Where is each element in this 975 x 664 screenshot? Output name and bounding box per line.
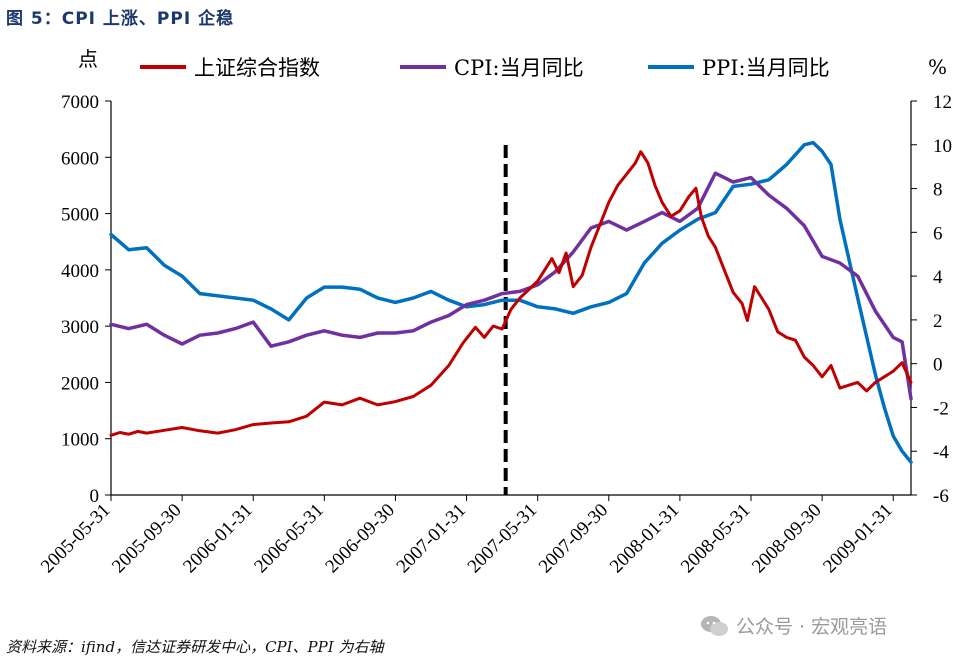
x-tick-label: 2008-05-31 [677, 500, 755, 578]
watermark-text: 公众号 · 宏观亮语 [736, 616, 888, 638]
watermark: 公众号 · 宏观亮语 [700, 612, 887, 639]
left-tick-label: 3000 [61, 317, 99, 338]
x-tick-label: 2007-05-31 [464, 500, 542, 578]
legend-ppi-label: PPI:当月同比 [702, 56, 830, 80]
right-tick-label: -2 [933, 398, 949, 419]
right-tick-label: 8 [933, 180, 943, 201]
cpi-series-line [109, 171, 913, 401]
x-tick-label: 2008-09-30 [748, 500, 826, 578]
left-tick-label: 5000 [61, 205, 99, 226]
left-axis-unit: 点 [78, 47, 98, 71]
x-tick-label: 2006-05-31 [250, 500, 328, 578]
figure-title: 图 5：CPI 上涨、PPI 企稳 [6, 9, 235, 29]
right-tick-label: 10 [933, 136, 952, 157]
left-tick-label: 0 [90, 486, 100, 507]
legend-index-label: 上证综合指数 [194, 56, 320, 80]
right-tick-label: 2 [933, 311, 943, 332]
left-tick-label: 1000 [61, 430, 99, 451]
left-tick-label: 7000 [61, 92, 99, 113]
right-tick-label: -6 [933, 486, 949, 507]
legend: 上证综合指数 CPI:当月同比 PPI:当月同比 [140, 56, 830, 80]
ppi-series-line [109, 140, 913, 464]
right-tick-label: -4 [933, 442, 949, 463]
right-tick-label: 12 [933, 92, 952, 113]
legend-cpi-label: CPI:当月同比 [454, 56, 584, 80]
source-note: 资料来源：ifind，信达证券研发中心，CPI、PPI 为右轴 [6, 638, 384, 656]
wechat-icon [701, 615, 728, 636]
x-tick-label: 2005-09-30 [108, 500, 186, 578]
right-tick-label: 6 [933, 223, 943, 244]
x-tick-label: 2006-01-31 [179, 500, 257, 578]
x-tick-label: 2007-09-30 [535, 500, 613, 578]
right-tick-label: 0 [933, 355, 943, 376]
series-layer [109, 140, 913, 464]
index-series-line [109, 150, 913, 437]
left-tick-label: 4000 [61, 261, 99, 282]
axes: 0 1000 2000 3000 4000 5000 6000 7000 -6 -4 -2 0 2 4 6 8… [37, 47, 952, 577]
x-tick-label: 2007-01-31 [393, 500, 471, 578]
left-tick-label: 6000 [61, 148, 99, 169]
x-tick-label: 2005-05-31 [37, 500, 115, 578]
x-tick-label: 2008-01-31 [606, 500, 684, 578]
x-tick-label: 2006-09-30 [321, 500, 399, 578]
right-tick-label: 4 [933, 267, 943, 288]
left-tick-label: 2000 [61, 373, 99, 394]
x-tick-label: 2009-01-31 [819, 500, 897, 578]
right-axis-unit: % [928, 55, 947, 79]
